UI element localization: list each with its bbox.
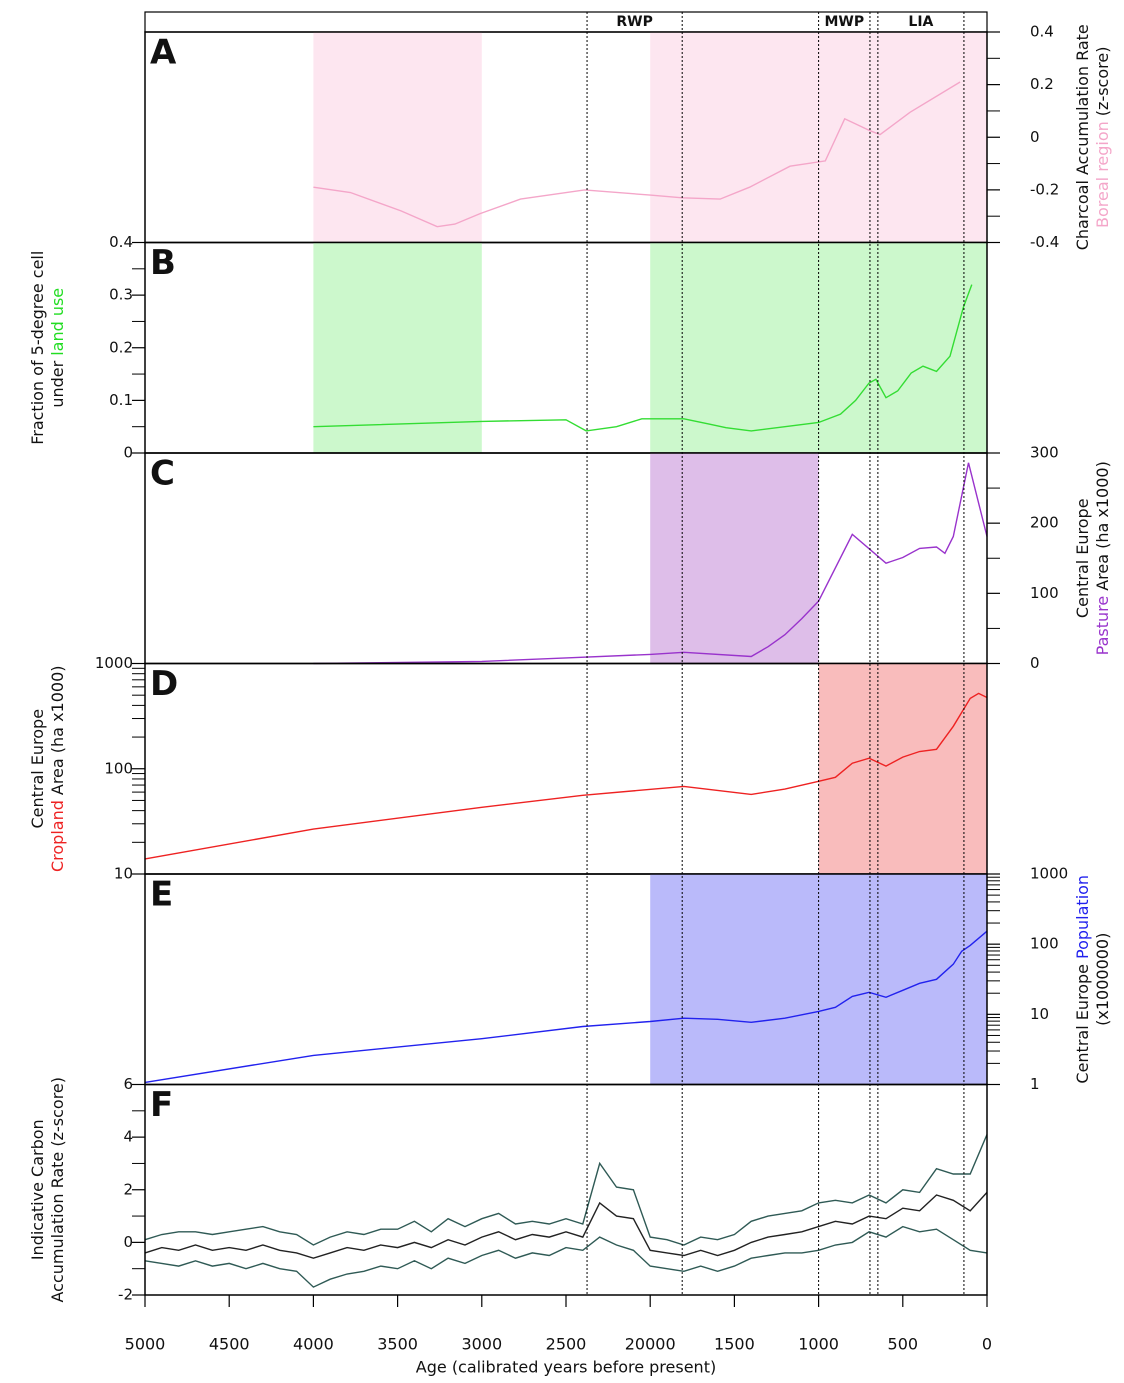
- x-tick-label: 4000: [293, 1335, 334, 1354]
- period-label: MWP: [824, 14, 864, 30]
- y-axis-label-part: Central Europe: [1073, 964, 1092, 1084]
- y-axis-label-part: Charcoal Accumulation Rate: [1073, 24, 1092, 250]
- period-label: RWP: [616, 14, 652, 30]
- panel-frame: [144, 1083, 988, 1296]
- panel-letter: D: [150, 664, 178, 704]
- y-axis-label-part: Cropland: [48, 800, 67, 872]
- y-axis-label-part: Population: [1073, 875, 1092, 959]
- y-tick-label: -0.4: [1030, 233, 1059, 251]
- x-axis-label: Age (calibrated years before present): [416, 1358, 716, 1377]
- x-tick-label: 4500: [209, 1335, 250, 1354]
- y-tick-label: 2: [123, 1180, 133, 1198]
- y-tick-label: 100: [104, 759, 133, 777]
- y-axis-label-part: Boreal region: [1093, 121, 1112, 228]
- panel-letter: E: [150, 875, 173, 915]
- y-tick-label: -0.2: [1030, 180, 1059, 198]
- data-line: [144, 692, 988, 860]
- y-tick-label: 0.1: [109, 391, 133, 409]
- y-tick-label: 6: [123, 1075, 133, 1093]
- y-axis-label: under land use: [48, 288, 67, 408]
- y-axis-label-part: under: [48, 360, 67, 407]
- y-axis-label: Accumulation Rate (z-score): [48, 1077, 67, 1303]
- y-axis-label-part: Central Europe: [1073, 498, 1092, 618]
- y-tick-label: 0.4: [1030, 23, 1054, 41]
- panel-letter: F: [150, 1085, 173, 1125]
- y-axis-label: Pasture Area (ha x1000): [1093, 461, 1112, 655]
- x-tick-label: 5000: [125, 1335, 166, 1354]
- x-tick-label: 3500: [377, 1335, 418, 1354]
- panel-frame: [144, 452, 988, 665]
- y-tick-label: 300: [1030, 444, 1059, 462]
- y-axis-label-part: (z-score): [1093, 47, 1112, 117]
- y-axis-label: Indicative Carbon: [28, 1119, 47, 1260]
- period-shading: [650, 453, 819, 664]
- y-axis-label: (x1000000): [1093, 933, 1112, 1026]
- y-tick-label: 10: [1030, 1005, 1049, 1023]
- y-axis-label-part: Central Europe: [28, 709, 47, 829]
- y-tick-label: 100: [1030, 584, 1059, 602]
- y-tick-label: 0: [1030, 128, 1040, 146]
- y-axis-label-part: land use: [48, 288, 67, 356]
- x-tick-label: 20000: [625, 1335, 676, 1354]
- y-tick-label: -2: [118, 1286, 133, 1304]
- y-tick-label: 0: [123, 444, 133, 462]
- y-tick-label: 1: [1030, 1075, 1040, 1093]
- x-tick-label: 2500: [546, 1335, 587, 1354]
- x-tick-label: 0: [982, 1335, 992, 1354]
- y-tick-label: 0.3: [109, 286, 133, 304]
- period-shading: [818, 663, 987, 874]
- y-axis-label: Central Europe Population: [1073, 875, 1092, 1084]
- data-line: [144, 1225, 988, 1288]
- y-tick-label: 0: [1030, 654, 1040, 672]
- x-tick-label: 500: [888, 1335, 919, 1354]
- data-line: [144, 1191, 988, 1259]
- period-label: LIA: [908, 14, 933, 30]
- y-tick-label: 10: [114, 865, 133, 883]
- y-axis-label-part: Indicative Carbon: [28, 1119, 47, 1260]
- y-tick-label: 100: [1030, 935, 1059, 953]
- y-axis-label: Central Europe: [28, 709, 47, 829]
- y-tick-label: 1000: [95, 654, 133, 672]
- y-axis-label: Boreal region (z-score): [1093, 47, 1112, 228]
- y-axis-label-part: Pasture: [1093, 596, 1112, 656]
- x-tick-label: 1000: [798, 1335, 839, 1354]
- panel-letter: B: [150, 243, 176, 283]
- y-axis-label-part: Fraction of 5-degree cell: [28, 251, 47, 445]
- y-tick-label: 0.2: [1030, 75, 1054, 93]
- y-tick-label: 0: [123, 1233, 133, 1251]
- y-axis-label: Cropland Area (ha x1000): [48, 666, 67, 873]
- y-axis-label-part: Accumulation Rate (z-score): [48, 1077, 67, 1303]
- y-axis-label: Charcoal Accumulation Rate: [1073, 24, 1092, 250]
- period-shading: [313, 242, 482, 453]
- data-line: [313, 284, 973, 432]
- data-line: [144, 1134, 988, 1246]
- x-tick-label: 1500: [714, 1335, 755, 1354]
- y-tick-label: 4: [123, 1128, 133, 1146]
- x-tick-label: 3000: [461, 1335, 502, 1354]
- data-line: [313, 462, 988, 665]
- y-axis-label-part: Area (ha x1000): [48, 666, 67, 796]
- y-axis-label-part: Area (ha x1000): [1093, 461, 1112, 591]
- y-axis-label: Central Europe: [1073, 498, 1092, 618]
- data-line: [144, 930, 988, 1084]
- y-tick-label: 200: [1030, 514, 1059, 532]
- panel-letter: A: [150, 33, 177, 73]
- y-tick-label: 1000: [1030, 865, 1068, 883]
- y-axis-label-part: (x1000000): [1093, 933, 1112, 1026]
- y-tick-label: 0.2: [109, 338, 133, 356]
- y-tick-label: 0.4: [109, 233, 133, 251]
- period-shading: [313, 32, 482, 243]
- panel-letter: C: [150, 454, 175, 494]
- y-axis-label: Fraction of 5-degree cell: [28, 251, 47, 445]
